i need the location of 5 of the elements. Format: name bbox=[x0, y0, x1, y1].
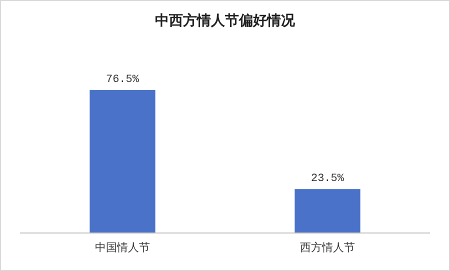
data-label: 76.5% bbox=[106, 74, 140, 86]
data-label: 23.5% bbox=[310, 173, 344, 186]
x-tick-label: 中国情人节 bbox=[95, 241, 150, 254]
chart-title: 中西方情人节偏好情况 bbox=[155, 12, 296, 29]
x-tick-label: 西方情人节 bbox=[300, 241, 355, 254]
